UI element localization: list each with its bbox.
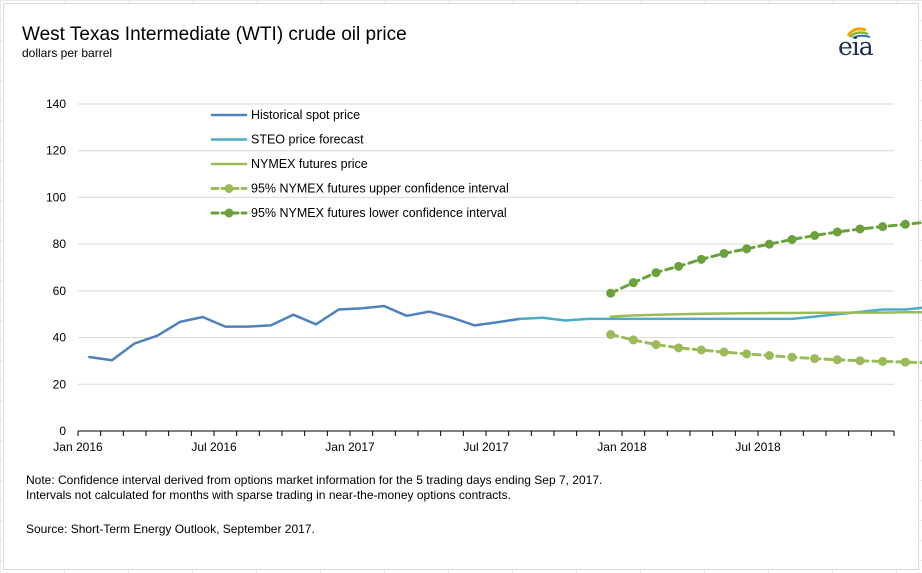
series-line-4 (609, 221, 922, 295)
y-tick-label-120: 120 (46, 144, 66, 158)
legend-label-2: NYMEX futures price (251, 157, 368, 171)
series-4-point (628, 278, 638, 288)
axes: 0 20 40 60 80 100 120 140 Jan 2016 Jul 2016 Jan 20… (46, 97, 895, 454)
x-tick-label: Jan 2017 (325, 440, 375, 454)
series-3-point (900, 357, 910, 367)
series-line-2 (609, 311, 922, 318)
series-3-point (832, 355, 842, 365)
chart-note: Note: Confidence interval derived from o… (26, 473, 603, 502)
x-tick-label: Jul 2018 (735, 440, 781, 454)
series-3-point (628, 335, 638, 345)
eia-logo: eia (832, 22, 882, 62)
y-tick-label-80: 80 (53, 237, 67, 251)
series-3-point (719, 347, 729, 357)
chart-source: Source: Short-Term Energy Outlook, Septe… (26, 522, 315, 536)
y-tick-label-0: 0 (59, 424, 66, 438)
series-3-point (855, 356, 865, 366)
chart-title: West Texas Intermediate (WTI) crude oil … (22, 24, 407, 45)
y-tick-label-140: 140 (46, 97, 66, 111)
logo-text: eia (838, 32, 874, 61)
series-4-point (855, 224, 865, 234)
series-3-point (674, 343, 684, 353)
series-3-point (764, 351, 774, 361)
series-3-point (742, 349, 752, 359)
series-4-point (674, 261, 684, 271)
series-4-point (764, 239, 774, 249)
series-4-point (742, 244, 752, 254)
x-tick-label: Jan 2018 (597, 440, 647, 454)
legend: Historical spot price STEO price forecast… (210, 108, 509, 220)
legend-label-4: 95% NYMEX futures lower confidence inter… (251, 206, 507, 220)
series-3-point (810, 354, 820, 364)
series-4-point (787, 234, 797, 244)
x-tick-label: Jul 2016 (191, 440, 237, 454)
y-tick-label-100: 100 (46, 190, 66, 204)
x-tick-label: Jul 2017 (463, 440, 509, 454)
y-tick-label-20: 20 (53, 377, 67, 391)
series-4-point (719, 248, 729, 258)
y-tick-label-40: 40 (53, 331, 67, 345)
chart-frame (3, 3, 919, 570)
series-4-point (832, 227, 842, 237)
series-4-point (606, 288, 616, 298)
y-tick-label-60: 60 (53, 284, 67, 298)
series-4-point (651, 268, 661, 278)
series-4-point (810, 231, 820, 241)
legend-marker-4 (224, 208, 234, 218)
legend-marker-3 (224, 184, 234, 193)
logo-arc-icon (846, 27, 871, 39)
series-lines (88, 219, 922, 367)
series-3-point (606, 330, 616, 340)
legend-label-3: 95% NYMEX futures upper confidence inter… (251, 182, 509, 196)
series-3-point (878, 356, 888, 366)
series-line-0 (88, 304, 522, 362)
series-4-point (900, 219, 910, 229)
legend-label-0: Historical spot price (251, 108, 360, 122)
series-4-point (878, 222, 888, 232)
chart-subtitle: dollars per barrel (22, 46, 113, 60)
legend-label-1: STEO price forecast (251, 133, 364, 147)
x-tick-label: Jan 2016 (53, 440, 103, 454)
series-4-point (696, 254, 706, 264)
series-3-point (787, 352, 797, 362)
series-3-point (696, 345, 706, 355)
grid-lines (78, 103, 894, 385)
series-3-point (651, 340, 661, 350)
